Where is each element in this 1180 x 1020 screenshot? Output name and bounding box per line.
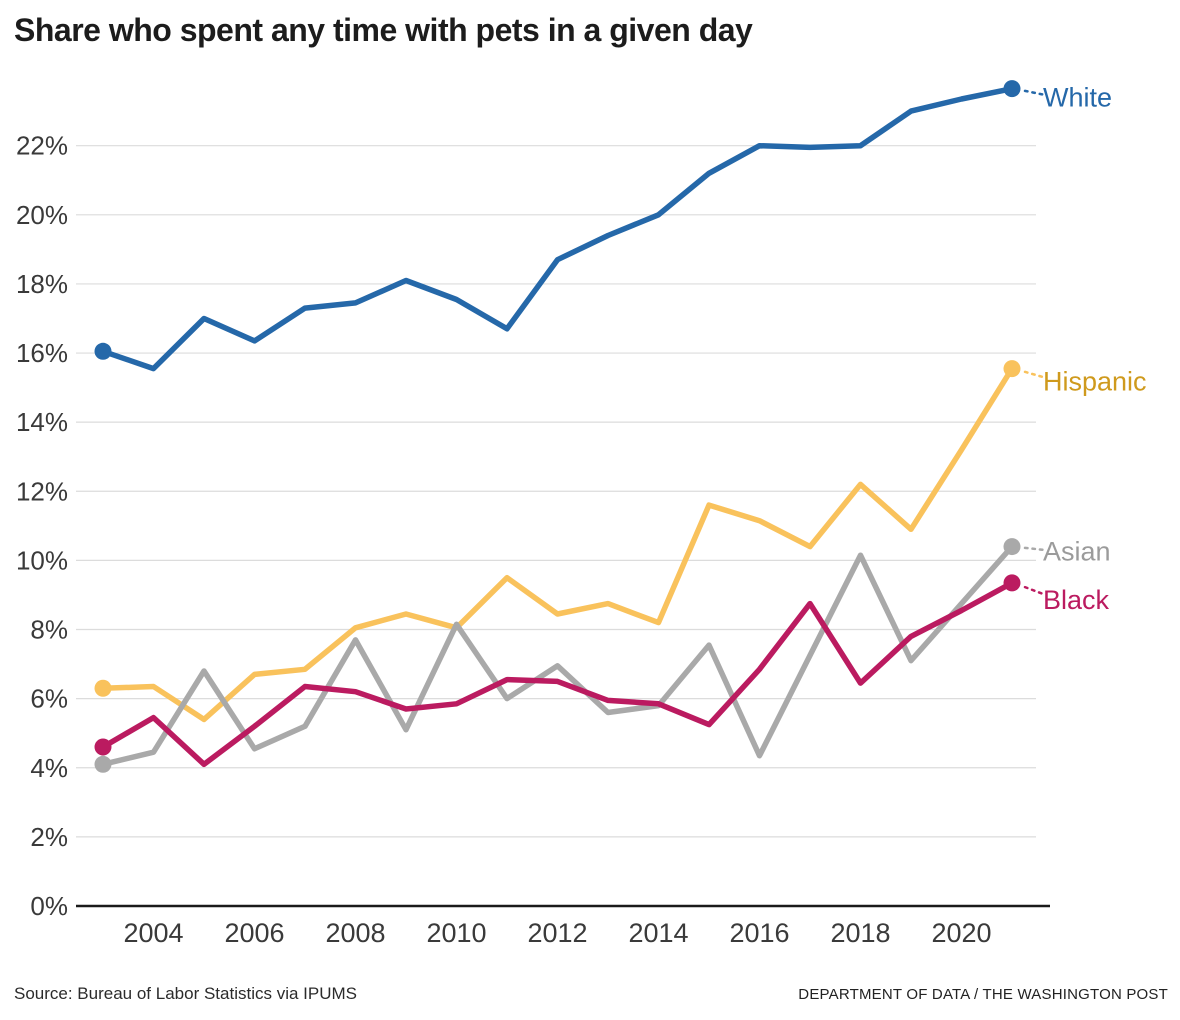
end-dot-black (1003, 574, 1021, 592)
y-tick-label: 12% (16, 476, 68, 506)
line-black (100, 580, 1015, 768)
x-tick-label: 2016 (729, 918, 789, 948)
series-label-black: Black (1043, 585, 1110, 615)
label-leader (1023, 370, 1045, 379)
credit-note: DEPARTMENT OF DATA / THE WASHINGTON POST (798, 986, 1168, 1003)
label-leader (1023, 585, 1045, 596)
x-tick-label: 2012 (527, 918, 587, 948)
source-note: Source: Bureau of Labor Statistics via I… (14, 984, 357, 1003)
line-asian (100, 543, 1015, 768)
start-dot-white (94, 342, 112, 360)
label-leader (1023, 89, 1045, 96)
start-dot-asian (94, 755, 112, 773)
chart-title: Share who spent any time with pets in a … (14, 12, 753, 48)
line-hispanic (100, 365, 1015, 723)
line-white (100, 85, 1015, 372)
x-tick-label: 2004 (123, 918, 183, 948)
start-dot-black (94, 738, 112, 756)
label-leader (1023, 546, 1045, 552)
end-dot-white (1003, 80, 1021, 98)
y-tick-label: 2% (30, 822, 68, 852)
x-tick-label: 2008 (325, 918, 385, 948)
start-dot-hispanic (94, 679, 112, 697)
series-label-white: White (1043, 83, 1112, 113)
y-tick-label: 14% (16, 407, 68, 437)
end-dot-asian (1003, 538, 1021, 556)
x-tick-label: 2006 (224, 918, 284, 948)
x-tick-label: 2020 (931, 918, 991, 948)
x-tick-label: 2014 (628, 918, 688, 948)
x-tick-label: 2018 (830, 918, 890, 948)
y-tick-label: 0% (30, 891, 68, 921)
y-tick-label: 16% (16, 338, 68, 368)
y-tick-label: 8% (30, 615, 68, 645)
x-tick-label: 2010 (426, 918, 486, 948)
y-tick-label: 10% (16, 545, 68, 575)
end-dot-hispanic (1003, 360, 1021, 378)
y-tick-label: 22% (16, 131, 68, 161)
series-label-hispanic: Hispanic (1043, 367, 1147, 397)
y-tick-label: 20% (16, 200, 68, 230)
y-tick-label: 6% (30, 684, 68, 714)
series-label-asian: Asian (1043, 537, 1111, 567)
y-tick-label: 18% (16, 269, 68, 299)
y-tick-label: 4% (30, 753, 68, 783)
